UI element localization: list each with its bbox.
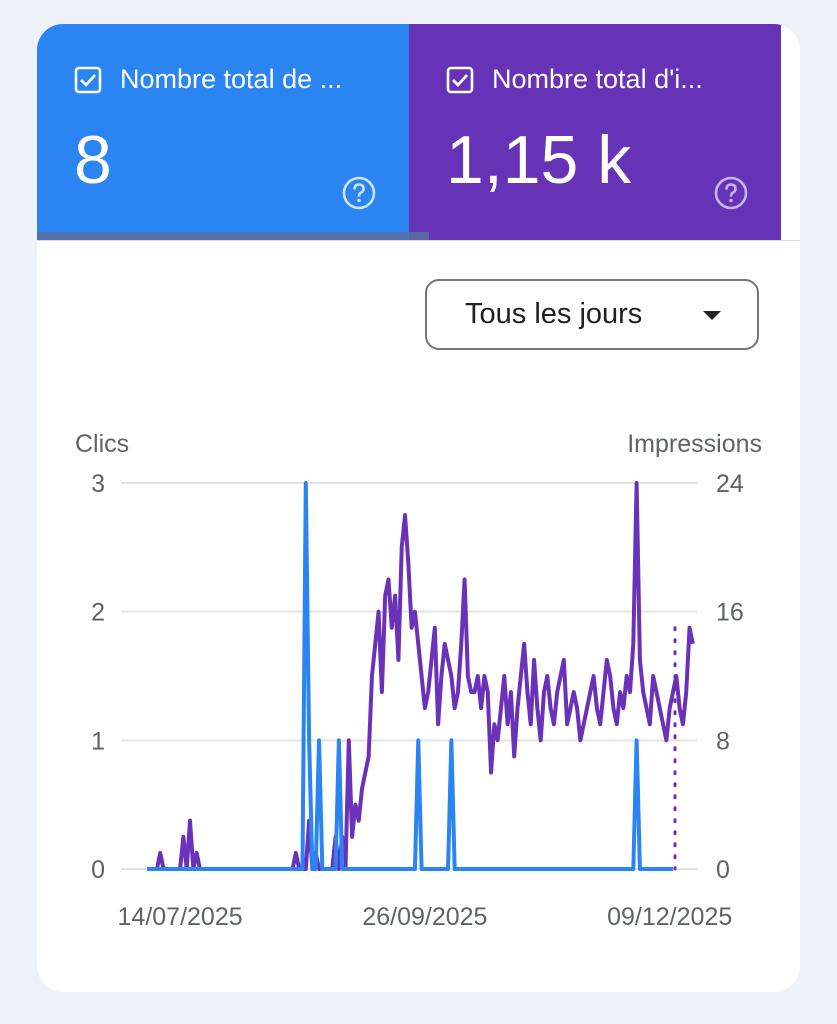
total-impressions-value: 1,15 k [446,122,632,198]
right-axis-title: Impressions [627,430,762,458]
total-impressions-label: Nombre total d'i... [492,64,703,94]
chevron-down-icon [703,311,721,320]
left-axis-ticks: 0 1 2 3 [91,470,105,884]
divider [37,240,800,241]
x-tick-label: 14/07/2025 [118,903,243,931]
help-circle-icon[interactable] [340,174,378,212]
right-tick-label: 24 [716,470,744,498]
checkbox-checked-icon[interactable] [446,66,474,94]
performance-card: Nombre total de ... 8 Nombre total d'i..… [37,24,800,992]
active-tab-indicator [37,232,429,240]
right-tick-label: 8 [716,727,730,755]
right-axis-ticks: 0 8 16 24 [716,470,744,884]
x-axis-labels: 14/07/2025 26/09/2025 09/12/2025 [118,903,733,931]
granularity-dropdown[interactable]: Tous les jours [425,279,759,350]
x-tick-label: 26/09/2025 [362,903,487,931]
right-tick-label: 16 [716,599,744,627]
left-tick-label: 1 [91,727,105,755]
total-clicks-tile[interactable]: Nombre total de ... 8 [37,24,409,240]
total-clicks-label: Nombre total de ... [120,64,343,94]
performance-chart: Clics Impressions 0 1 2 3 0 8 16 24 14/07/2025… [75,430,762,931]
chart-series [147,481,695,871]
checkbox-checked-icon[interactable] [74,66,102,94]
left-axis-title: Clics [75,430,129,458]
total-impressions-header: Nombre total d'i... [446,64,703,95]
right-tick-label: 0 [716,856,730,884]
granularity-selected: Tous les jours [465,298,643,330]
clicks-line [147,481,673,871]
left-tick-label: 0 [91,856,105,884]
x-tick-label: 09/12/2025 [607,903,732,931]
left-tick-label: 3 [91,470,105,498]
total-clicks-value: 8 [74,122,112,198]
total-impressions-tile[interactable]: Nombre total d'i... 1,15 k [409,24,781,240]
left-tick-label: 2 [91,599,105,627]
total-clicks-header: Nombre total de ... [74,64,342,95]
help-circle-icon[interactable] [712,174,750,212]
